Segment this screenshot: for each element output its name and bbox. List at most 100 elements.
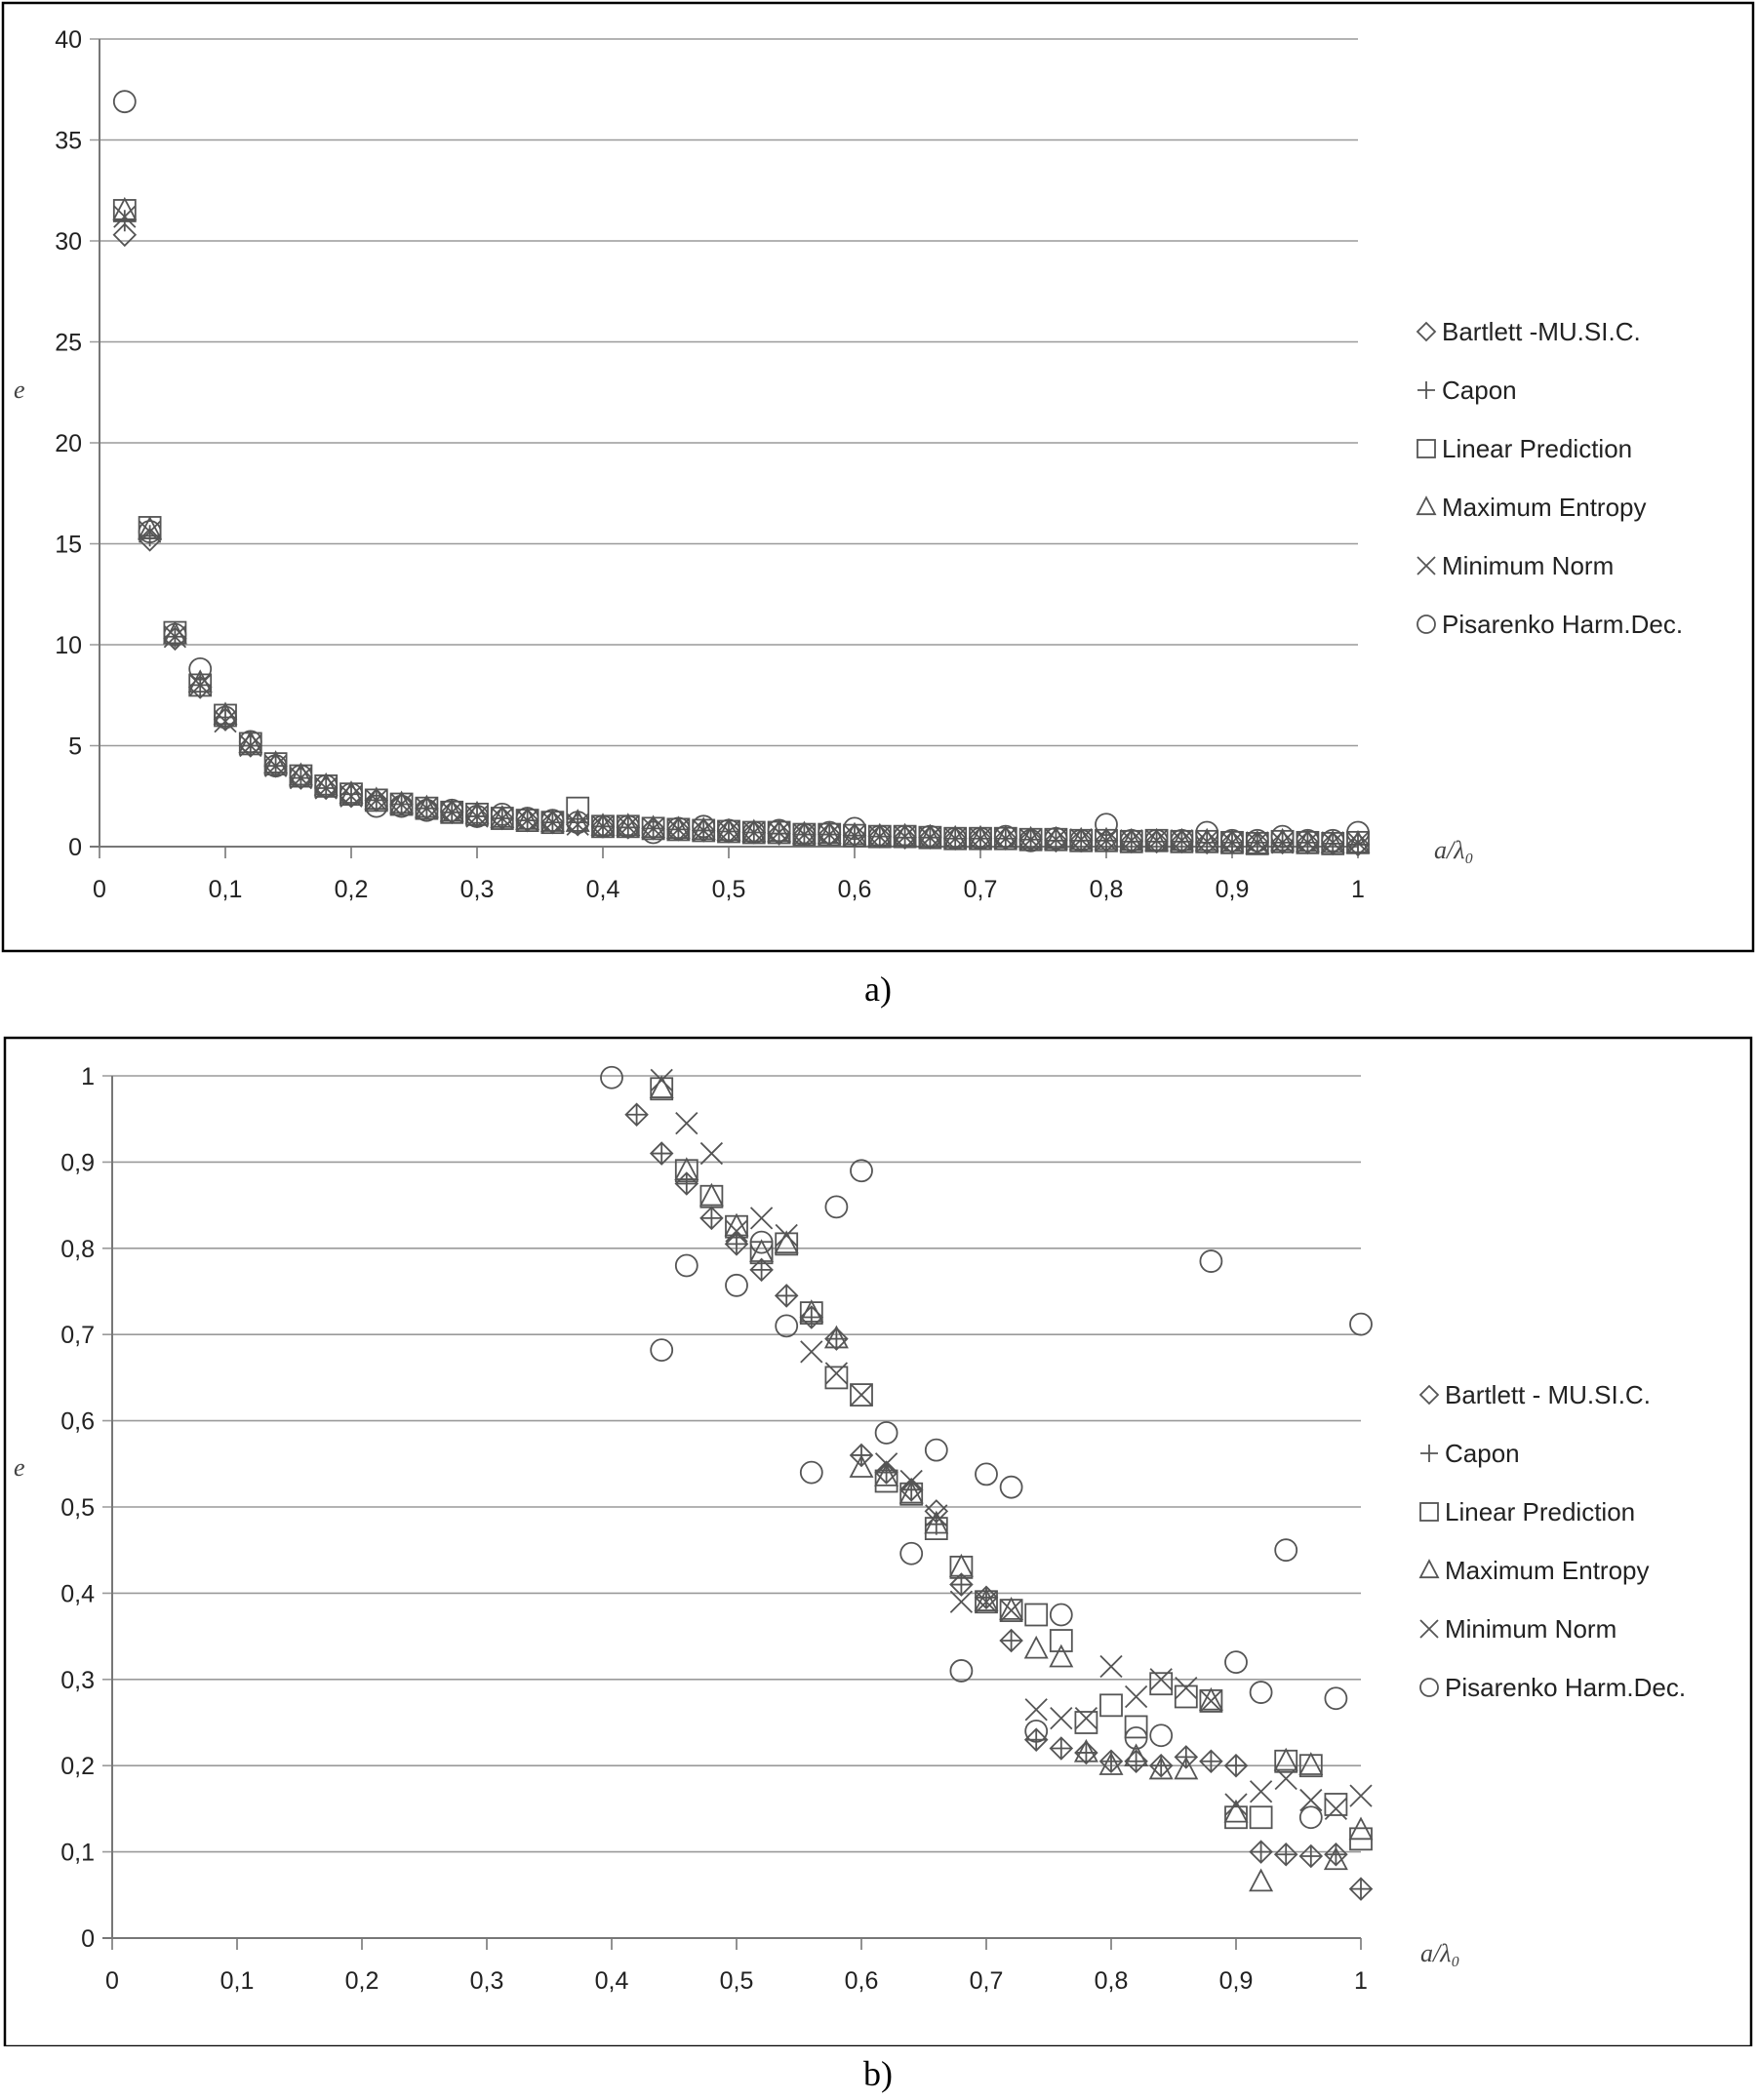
data-point [163, 625, 187, 649]
data-point [1200, 1750, 1222, 1772]
x-tick-label: 0,3 [470, 1967, 504, 1995]
data-point [364, 794, 388, 818]
data-point [515, 807, 539, 830]
y-tick-label: 30 [55, 228, 82, 256]
data-point [699, 1141, 724, 1166]
data-point [1000, 1630, 1022, 1652]
data-point [1270, 831, 1295, 854]
data-point [792, 822, 817, 847]
data-point [339, 783, 364, 809]
legend-label: Minimum Norm [1442, 551, 1614, 580]
data-point [1170, 828, 1194, 852]
data-point [1250, 1841, 1272, 1863]
data-point [1018, 828, 1043, 852]
x-tick-label: 0,1 [209, 876, 243, 903]
data-point [1245, 828, 1269, 852]
data-point [1324, 1686, 1348, 1711]
data-point [1195, 820, 1219, 845]
series-cross [650, 1068, 1373, 1821]
data-point [818, 822, 841, 847]
data-point [774, 1230, 799, 1254]
data-point [364, 786, 389, 811]
data-point [1043, 825, 1068, 850]
data-point [999, 1597, 1024, 1620]
legend-marker [1416, 321, 1437, 342]
data-point [1198, 1686, 1223, 1711]
data-point [1119, 828, 1143, 852]
y-tick-label: 0,7 [60, 1322, 95, 1349]
data-point [263, 750, 289, 773]
data-point [949, 1590, 974, 1613]
data-point [649, 1075, 674, 1098]
data-point [874, 1469, 898, 1493]
legend-label: Capon [1445, 1439, 1520, 1468]
data-point [867, 824, 892, 849]
x-tick-label: 1 [1354, 1967, 1368, 1995]
data-point [239, 733, 262, 758]
data-point [741, 818, 767, 843]
data-point [1149, 1724, 1174, 1748]
data-point [1073, 1738, 1098, 1763]
legend-marker [1417, 556, 1436, 575]
legend-item: Pisarenko Harm.Dec. [1419, 1673, 1686, 1702]
data-point [1270, 827, 1296, 852]
data-point [1350, 1878, 1372, 1900]
data-point [288, 762, 313, 786]
y-tick-label: 35 [55, 128, 82, 155]
data-point [774, 1284, 799, 1308]
data-point [1321, 828, 1345, 852]
data-point [313, 772, 339, 796]
data-point [924, 1438, 948, 1462]
legend-item: Bartlett -MU.SI.C. [1416, 317, 1641, 346]
caption-b: b) [863, 2054, 893, 2093]
data-point [948, 1553, 974, 1577]
data-point [917, 823, 942, 848]
data-point [1348, 1877, 1374, 1901]
data-point [112, 196, 138, 220]
data-point [440, 801, 463, 824]
data-point [749, 1230, 774, 1254]
data-point [1199, 1689, 1223, 1713]
data-point [969, 826, 992, 851]
data-point [843, 816, 866, 841]
data-point [389, 790, 415, 814]
data-point [1018, 825, 1044, 850]
data-point [616, 812, 641, 836]
data-point [874, 1452, 898, 1476]
legend-marker [1419, 1678, 1439, 1697]
data-point [1169, 827, 1194, 852]
data-point [289, 764, 313, 788]
data-point [850, 1159, 873, 1183]
legend-marker [1417, 381, 1435, 399]
data-point [641, 816, 665, 841]
data-point [651, 1142, 673, 1165]
y-tick-label: 0,9 [60, 1149, 95, 1176]
data-point [465, 805, 489, 828]
data-point [1144, 827, 1170, 852]
chart-a: 0 5 10 15 20 25 30 35 40 0 0,1 0,2 0,3 0,4 0,5 0,6 0,7 0,… [0, 0, 1756, 975]
y-axis-label: e [14, 1453, 25, 1482]
data-point [650, 1068, 673, 1092]
legend-item: Minimum Norm [1419, 1614, 1616, 1644]
data-point [1296, 831, 1320, 854]
data-point [850, 1383, 873, 1407]
data-point [1124, 1684, 1148, 1709]
data-point [415, 797, 439, 820]
x-axis-label: a/λ₀ [1420, 1939, 1460, 1967]
data-point [565, 812, 590, 837]
data-point [566, 796, 590, 820]
legend-item: Minimum Norm [1417, 551, 1614, 580]
data-point [1194, 827, 1219, 852]
x-tick-label: 0,9 [1219, 1967, 1254, 1995]
y-tick-label: 5 [68, 733, 82, 761]
data-point [1249, 1805, 1273, 1830]
data-point [1074, 1711, 1098, 1734]
y-tick-label: 15 [55, 532, 82, 559]
data-point [1249, 1780, 1273, 1803]
data-point [691, 816, 716, 841]
legend-marker [1419, 1502, 1439, 1522]
y-tick-label: 0,5 [60, 1494, 95, 1522]
x-tick-label: 1 [1351, 876, 1365, 903]
data-point [943, 826, 968, 851]
data-point [1024, 1603, 1049, 1627]
